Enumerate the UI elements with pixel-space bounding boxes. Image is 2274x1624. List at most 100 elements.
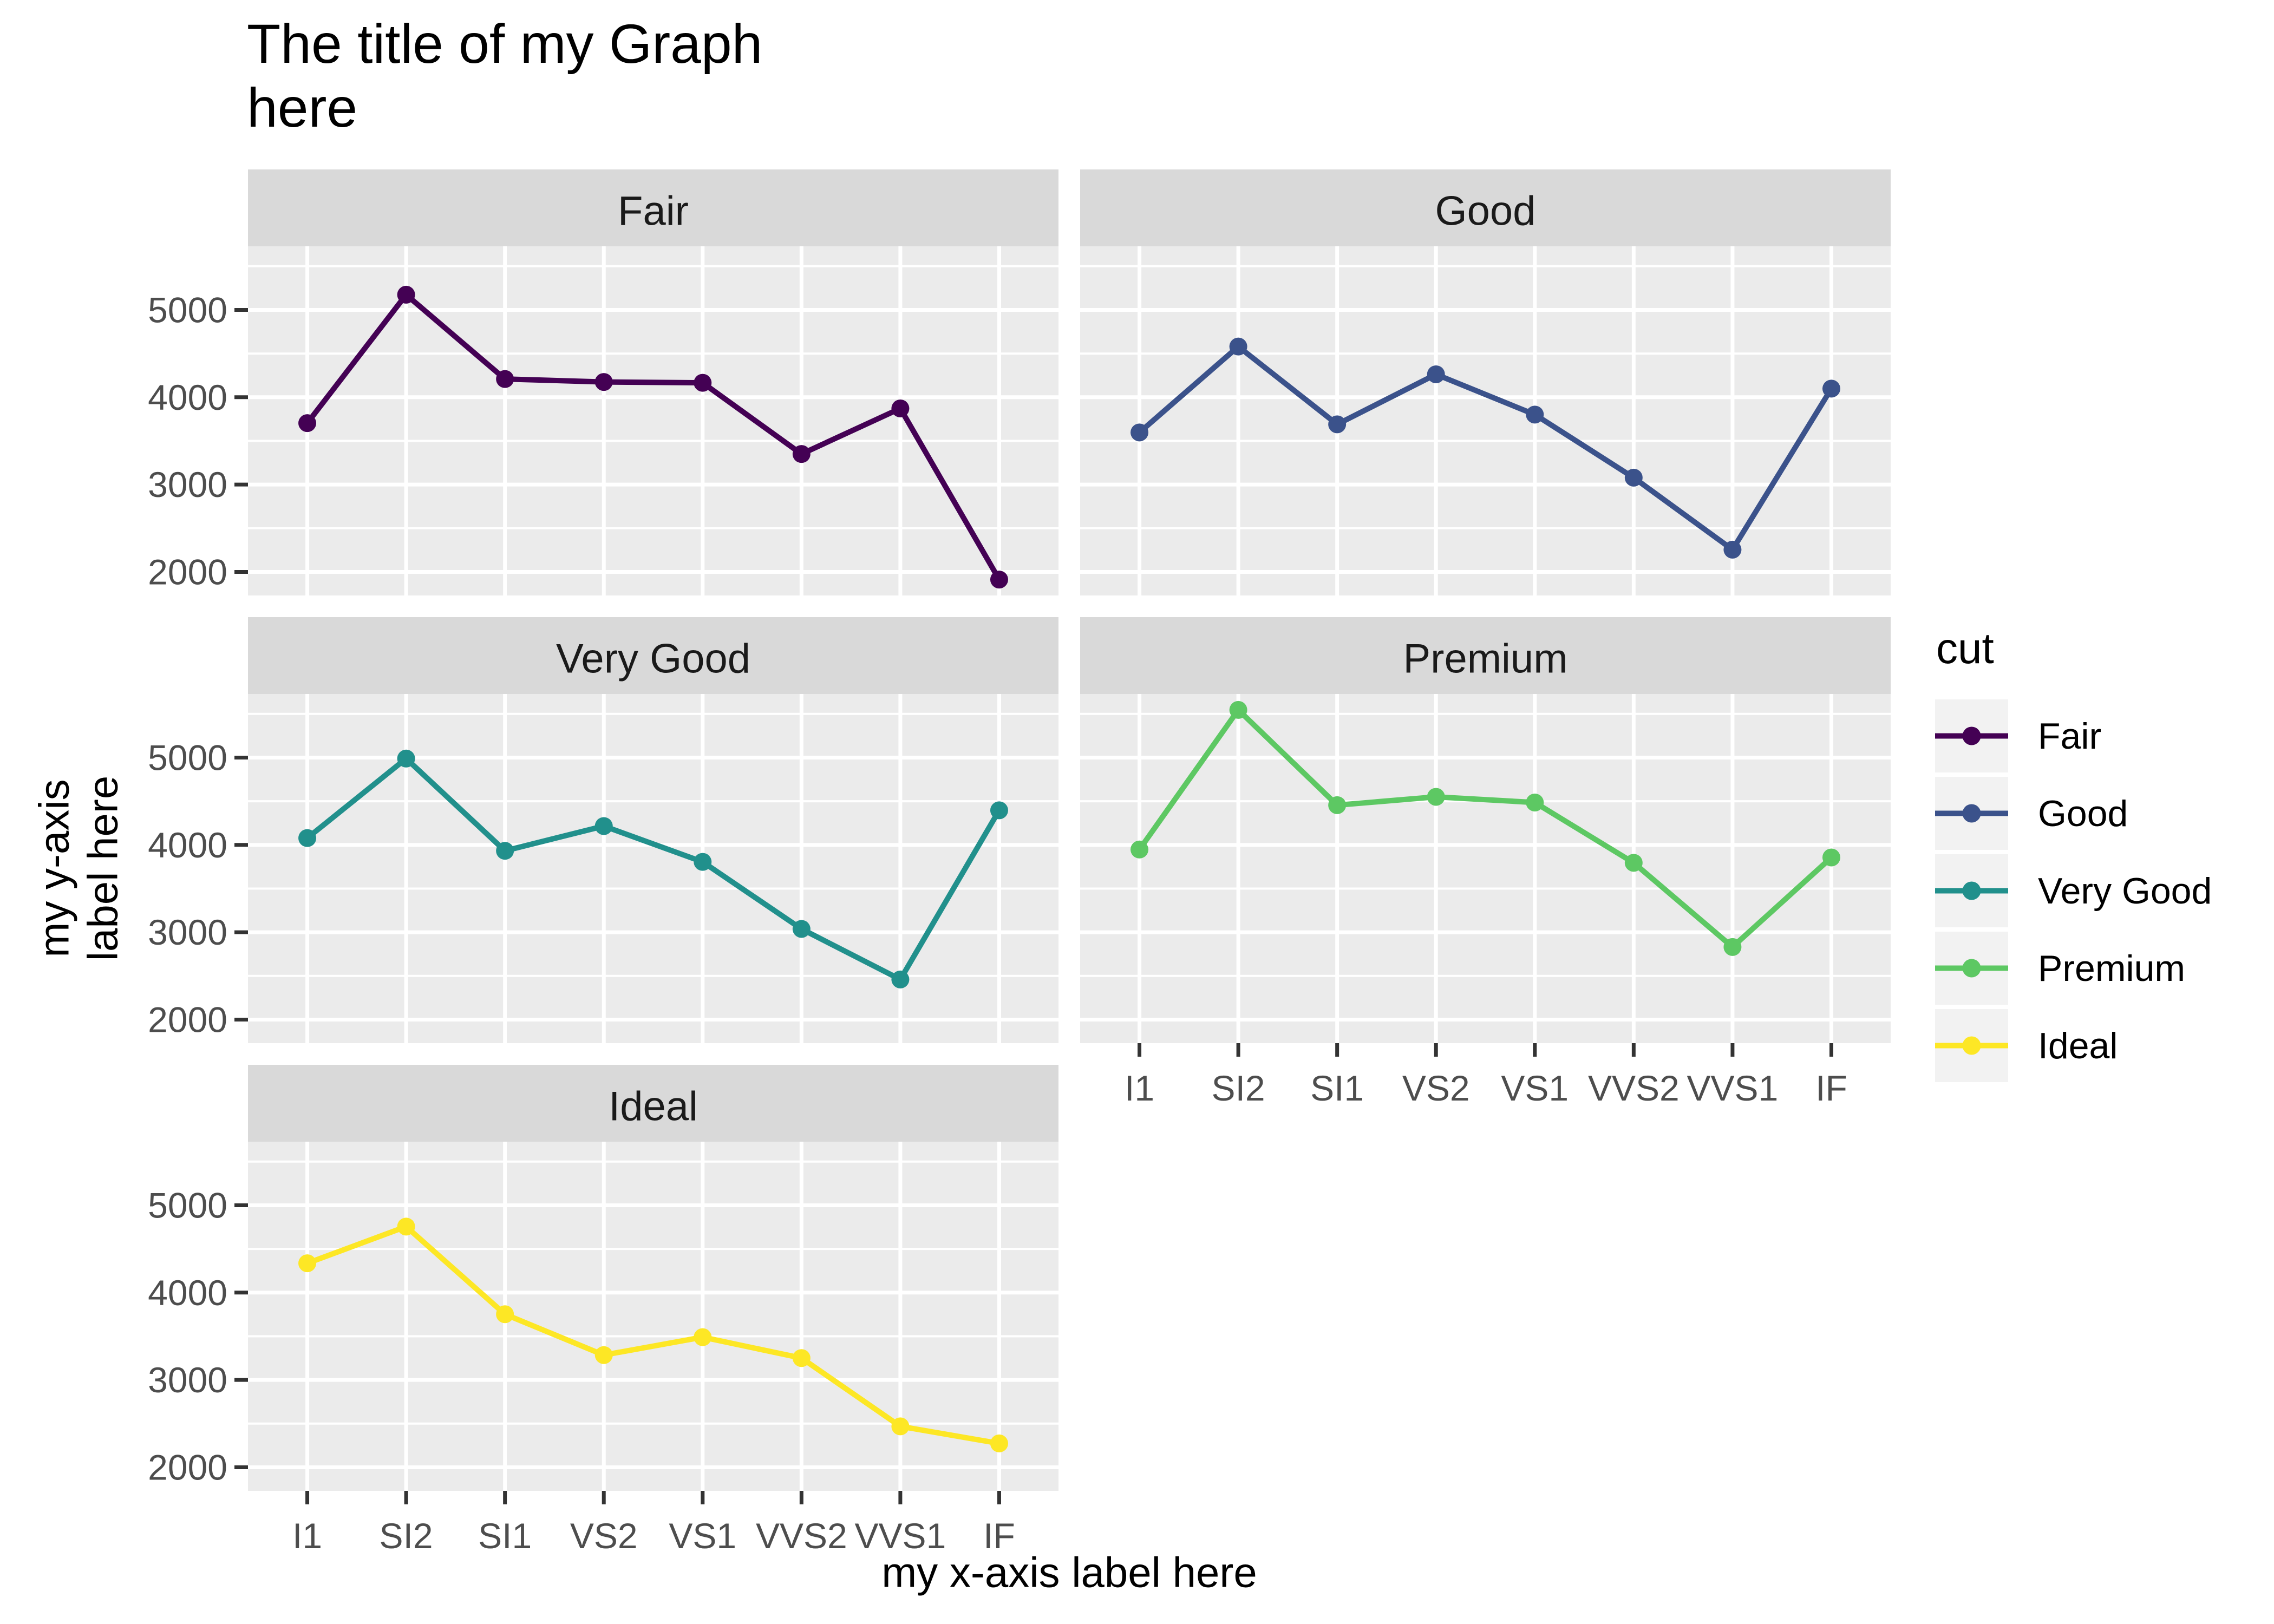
legend-label-good: Good — [2038, 793, 2128, 834]
legend-label-premium: Premium — [2038, 947, 2186, 989]
legend-key-glyph-very-good — [1935, 881, 2008, 900]
data-point-very-good-si1 — [496, 842, 514, 860]
legend-key-glyph-ideal — [1935, 1036, 2008, 1055]
data-point-ideal-if — [990, 1434, 1008, 1452]
y-tick-label-5000: 5000 — [148, 1185, 227, 1225]
facet-strip-label-premium: Premium — [1403, 636, 1567, 682]
data-point-very-good-if — [990, 801, 1008, 820]
data-point-premium-vvs1 — [1723, 938, 1742, 956]
data-point-good-si2 — [1229, 337, 1247, 356]
x-tick-label-vvs2: VVS2 — [1588, 1068, 1680, 1108]
data-point-good-vs1 — [1526, 405, 1544, 424]
data-point-ideal-si2 — [397, 1217, 415, 1236]
data-point-fair-vvs1 — [891, 400, 910, 418]
x-tick-label-if: IF — [983, 1516, 1015, 1556]
x-tick-label-vs2: VS2 — [1402, 1068, 1470, 1108]
legend-key-very-good — [1935, 854, 2008, 927]
legend-key-ideal — [1935, 1009, 2008, 1082]
data-point-very-good-vs2 — [594, 817, 613, 835]
y-tick-label-4000: 4000 — [148, 377, 227, 417]
facet-strip-ideal — [248, 1065, 1058, 1142]
facet-strip-good — [1080, 169, 1891, 246]
data-point-fair-vvs2 — [792, 445, 811, 463]
legend-entry-premium: Premium — [1935, 932, 2212, 1005]
facet-good: Good — [1080, 169, 1891, 595]
facet-panel-good — [1080, 246, 1891, 595]
series-line-very-good — [305, 755, 1002, 983]
facet-strip-label-ideal: Ideal — [609, 1084, 698, 1130]
data-point-premium-vs2 — [1427, 788, 1445, 806]
x-tick-label-if: IF — [1815, 1068, 1847, 1108]
data-point-premium-si1 — [1328, 796, 1347, 814]
facet-fair: Fair 5000 4000 3000 2000 — [148, 169, 1058, 595]
x-tick-label-vvs2: VVS2 — [756, 1516, 847, 1556]
legend: cut Fair Good Very Good Premium Ideal — [1935, 624, 2212, 1086]
data-point-premium-if — [1822, 848, 1840, 867]
legend-entry-ideal: Ideal — [1935, 1009, 2212, 1082]
x-tick-label-vvs1: VVS1 — [1687, 1068, 1779, 1108]
series-line-fair — [305, 291, 1002, 581]
data-point-fair-si1 — [496, 370, 514, 388]
data-point-very-good-vvs1 — [891, 970, 910, 988]
x-tick-label-vvs1: VVS1 — [855, 1516, 946, 1556]
y-tick-label-2000: 2000 — [148, 999, 227, 1039]
series-line-good — [1138, 343, 1834, 554]
data-point-ideal-vs2 — [594, 1346, 613, 1364]
data-point-very-good-si2 — [397, 749, 415, 768]
facet-panel-ideal — [248, 1142, 1058, 1491]
data-point-fair-if — [990, 571, 1008, 589]
legend-entry-fair: Fair — [1935, 699, 2212, 772]
legend-entry-good: Good — [1935, 777, 2212, 850]
facet-strip-very-good — [248, 617, 1058, 694]
data-point-good-vvs2 — [1624, 468, 1643, 487]
legend-key-premium — [1935, 932, 2008, 1005]
facet-ideal: Ideal 5000 4000 3000 2000 I1 SI2 SI1 VS2 VS1 VVS2 V… — [148, 1065, 1058, 1556]
data-point-very-good-i1 — [298, 829, 317, 847]
data-point-fair-si2 — [397, 285, 415, 304]
facet-premium: Premium I1 SI2 SI1 VS2 VS1 VVS2 VVS1 IF — [1080, 617, 1891, 1108]
data-point-ideal-vs1 — [694, 1328, 712, 1346]
y-tick-label-5000: 5000 — [148, 290, 227, 330]
legend-key-glyph-good — [1935, 804, 2008, 823]
y-tick-label-4000: 4000 — [148, 825, 227, 865]
facet-very-good: Very Good 5000 4000 3000 2000 — [148, 617, 1058, 1043]
legend-key-fair — [1935, 699, 2008, 772]
series-line-ideal — [306, 1223, 1000, 1446]
legend-key-good — [1935, 777, 2008, 850]
data-point-fair-vs1 — [694, 374, 712, 392]
facet-strip-premium — [1080, 617, 1891, 694]
x-tick-label-si1: SI1 — [478, 1516, 532, 1556]
data-point-fair-i1 — [298, 414, 317, 433]
y-tick-label-3000: 3000 — [148, 912, 227, 952]
data-point-good-vs2 — [1427, 365, 1445, 383]
data-point-premium-si2 — [1229, 700, 1247, 719]
data-point-premium-vvs2 — [1624, 854, 1643, 872]
facet-strip-label-fair: Fair — [618, 188, 689, 234]
facet-panel-premium — [1080, 694, 1891, 1043]
legend-title: cut — [1936, 624, 1994, 672]
legend-label-ideal: Ideal — [2038, 1025, 2118, 1066]
y-tick-label-5000: 5000 — [148, 737, 227, 777]
facet-strip-fair — [248, 169, 1058, 246]
y-tick-label-4000: 4000 — [148, 1273, 227, 1313]
legend-entry-very-good: Very Good — [1935, 854, 2212, 927]
x-tick-label-si2: SI2 — [1212, 1068, 1265, 1108]
data-point-ideal-i1 — [298, 1254, 317, 1273]
data-point-ideal-si1 — [496, 1305, 514, 1324]
legend-label-very-good: Very Good — [2038, 870, 2212, 912]
data-point-premium-i1 — [1131, 840, 1149, 859]
x-tick-label-vs1: VS1 — [1501, 1068, 1569, 1108]
data-point-ideal-vvs2 — [792, 1349, 811, 1367]
x-tick-label-i1: I1 — [1125, 1068, 1154, 1108]
legend-key-glyph-premium — [1935, 959, 2008, 978]
y-axis-title: my y-axis label here — [30, 775, 126, 961]
y-tick-label-3000: 3000 — [148, 1360, 227, 1400]
facet-strip-label-good: Good — [1435, 188, 1536, 234]
legend-key-glyph-fair — [1935, 726, 2008, 745]
x-tick-label-vs1: VS1 — [669, 1516, 736, 1556]
plot-title: The title of my Graph here — [247, 13, 763, 139]
x-tick-label-i1: I1 — [292, 1516, 322, 1556]
facet-strip-label-very-good: Very Good — [556, 636, 750, 682]
